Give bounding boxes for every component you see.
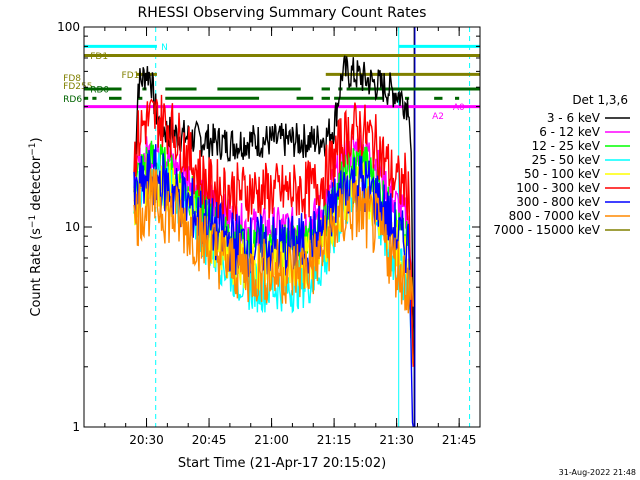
flag-label-a0: A0 — [453, 103, 465, 113]
flag-label-n: N — [161, 43, 168, 53]
x-tick-label: 20:45 — [192, 433, 227, 447]
x-tick-label: 21:30 — [379, 433, 414, 447]
legend-label: 25 - 50 keV — [532, 153, 601, 167]
flag-label-rd0: RD0 — [90, 85, 109, 95]
series-line — [133, 144, 414, 428]
x-axis-label: Start Time (21-Apr-17 20:15:02) — [178, 456, 386, 471]
series-line — [133, 94, 414, 367]
legend-label: 6 - 12 keV — [539, 125, 601, 139]
x-tick-label: 21:15 — [317, 433, 352, 447]
legend-label: 50 - 100 keV — [524, 167, 601, 181]
y-tick-label: 10 — [65, 220, 80, 234]
y-tick-label: 1 — [72, 420, 80, 434]
legend-label: 100 - 300 keV — [516, 181, 600, 195]
x-tick-label: 21:45 — [442, 433, 477, 447]
legend-label: 800 - 7000 keV — [509, 209, 601, 223]
axes: 1 10 100 20:30 20:45 21:00 21:15 21:30 21:45 — [57, 20, 481, 447]
y-axis-label-end: ) — [29, 137, 44, 142]
flag-label-fd1: FD1 — [90, 52, 108, 62]
y-axis-label-exp: −1 — [28, 215, 38, 228]
flag-label-fd1: FD1 — [122, 71, 140, 81]
legend-label: 12 - 25 keV — [532, 139, 601, 153]
svg-text:Count Rate (s−1 detector−1): Count Rate (s−1 detector−1) — [28, 137, 44, 316]
series-line — [133, 168, 414, 314]
footer-timestamp: 31-Aug-2022 21:48 — [559, 468, 636, 477]
x-tick-label: 20:30 — [129, 433, 164, 447]
y-axis-label: Count Rate (s−1 detector−1) — [28, 137, 44, 316]
y-axis-label-tail: detector — [29, 155, 44, 215]
flag-label-fd8: FD8 — [63, 74, 81, 84]
x-tick-label: 21:00 — [254, 433, 289, 447]
y-axis-label-main: Count Rate (s — [29, 228, 44, 317]
flag-label-a2: A2 — [432, 112, 444, 122]
legend-label: 7000 - 15000 keV — [493, 223, 600, 237]
flag-label-rd6: RD6 — [63, 95, 82, 105]
chart-title: RHESSI Observing Summary Count Rates — [138, 5, 427, 21]
y-tick-label: 100 — [57, 20, 80, 34]
legend-title: Det 1,3,6 — [572, 93, 628, 107]
legend-label: 300 - 800 keV — [516, 195, 600, 209]
y-axis-label-exp2: −1 — [28, 142, 38, 155]
flag-label-fd255: FD255 — [63, 82, 92, 92]
legend-label: 3 - 6 keV — [547, 111, 601, 125]
